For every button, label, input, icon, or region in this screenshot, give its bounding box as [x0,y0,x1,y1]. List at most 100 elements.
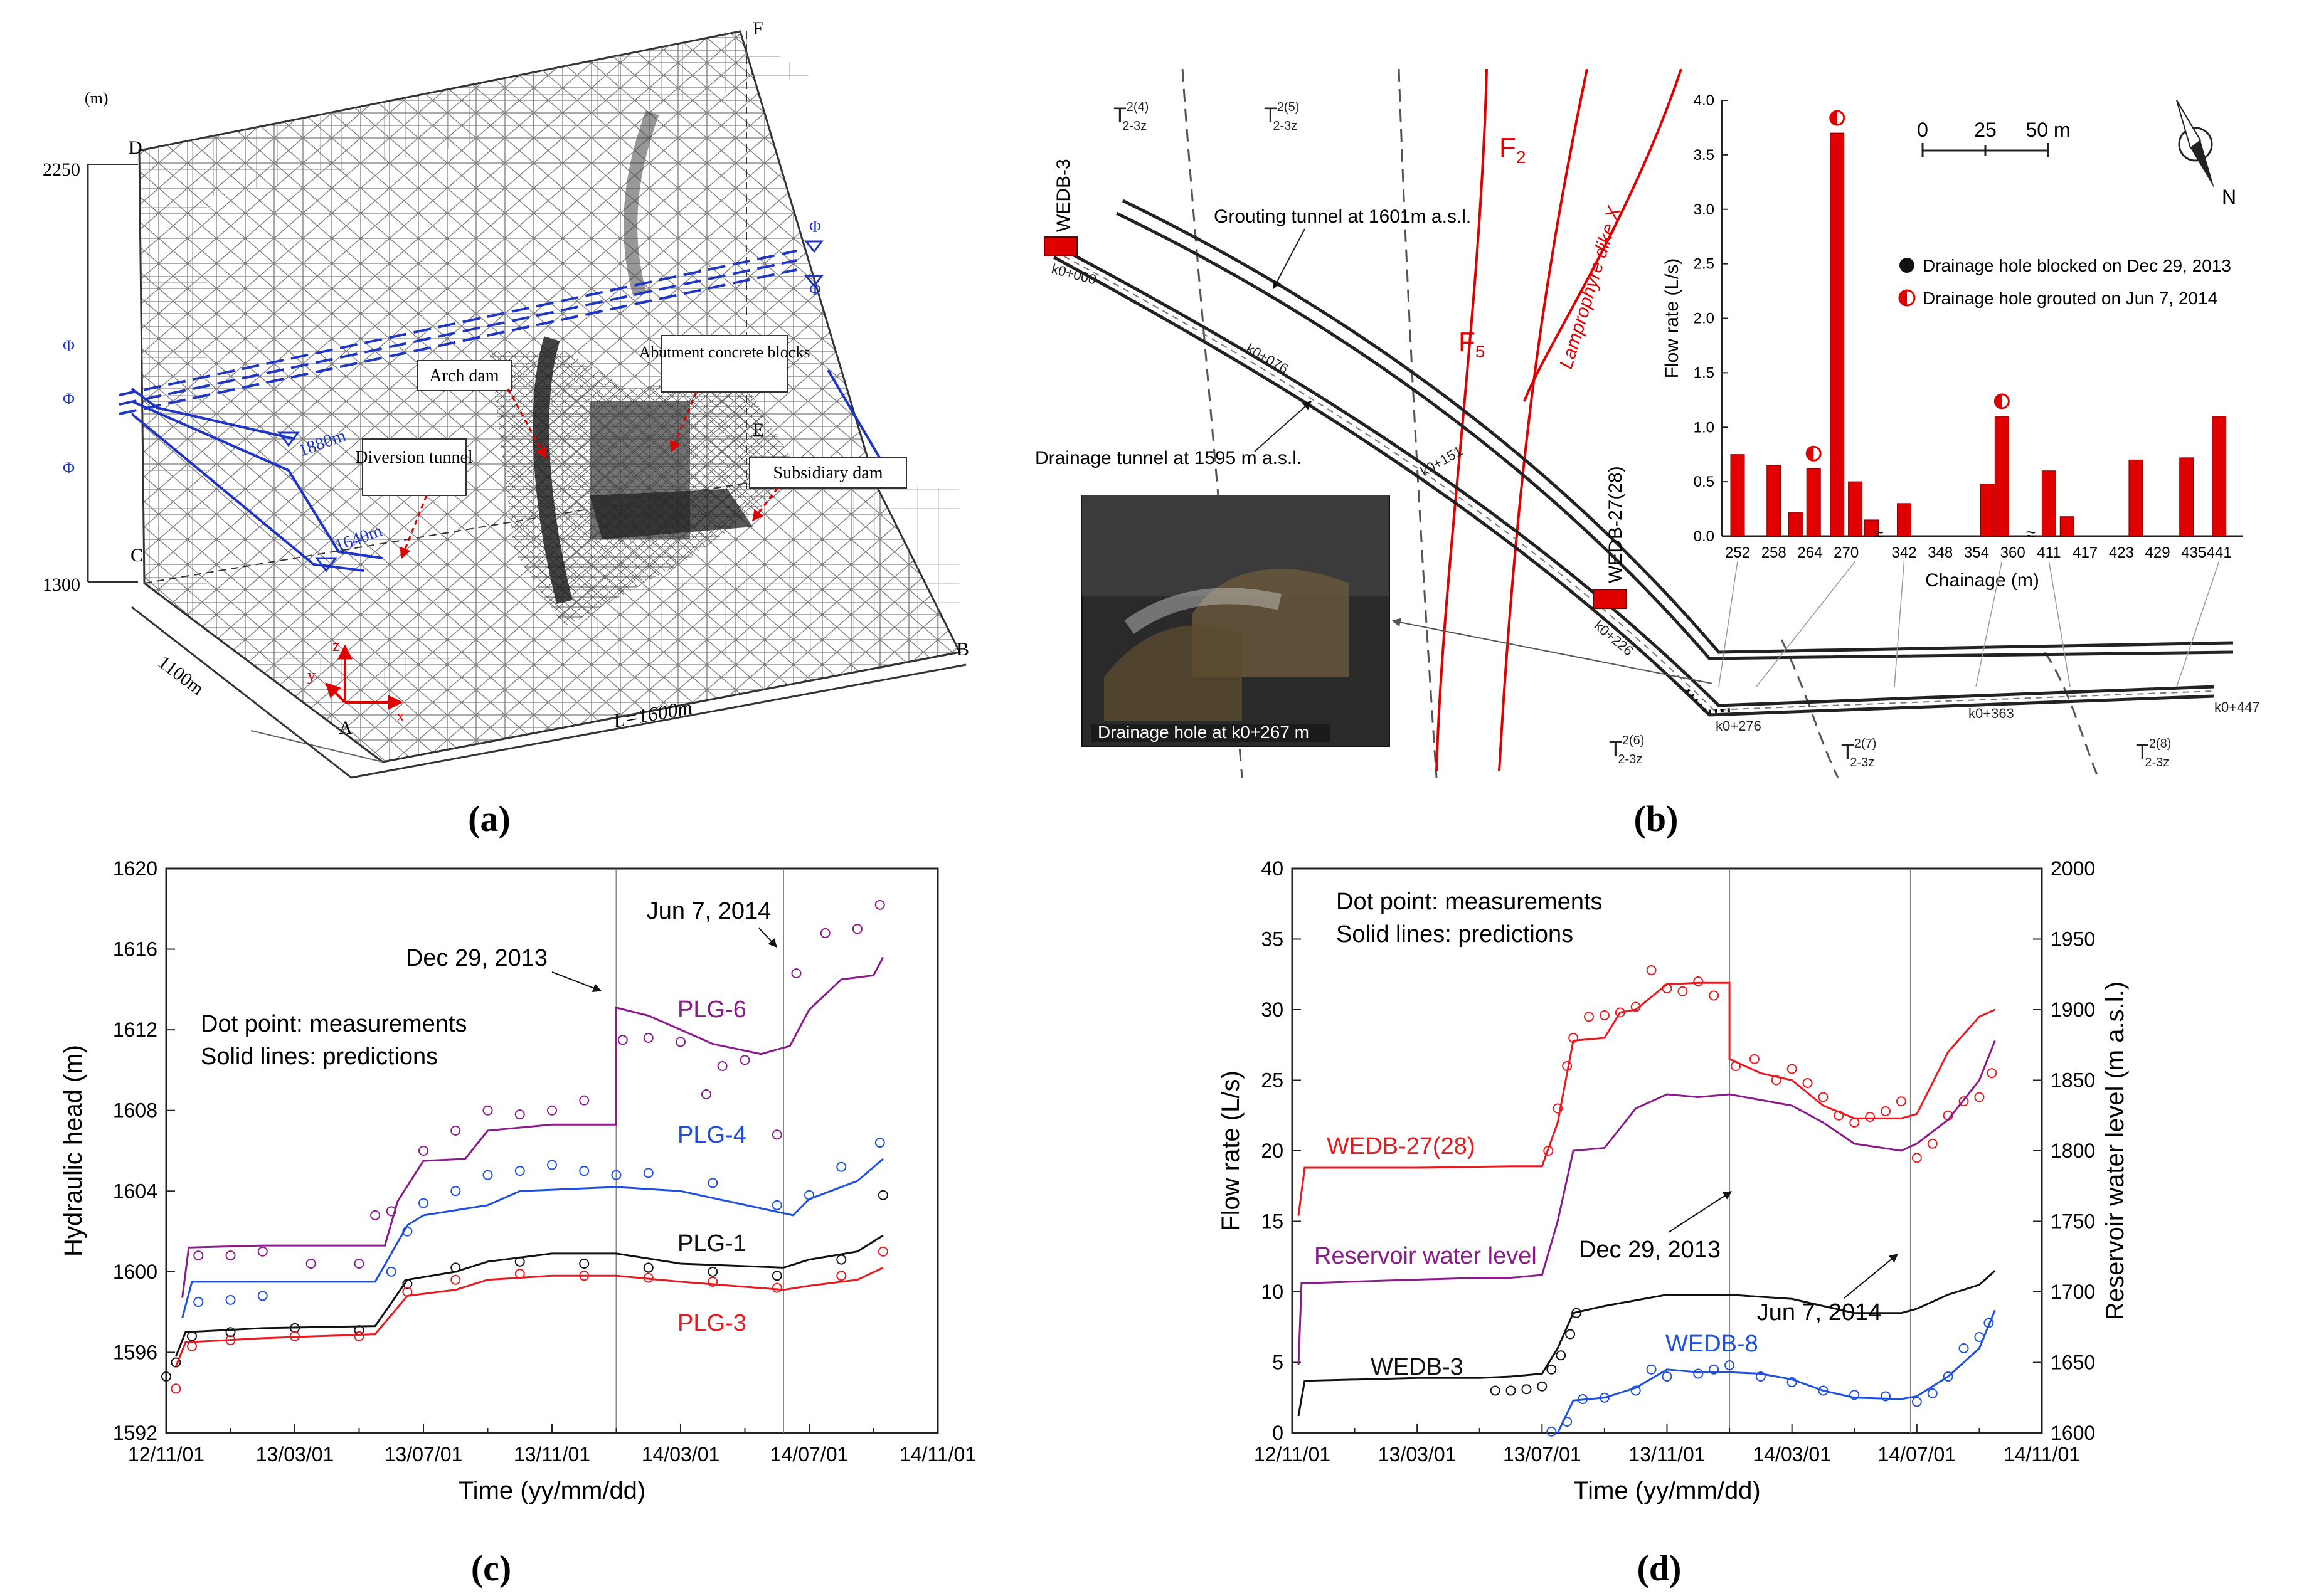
series-point [1749,1054,1760,1064]
series-point [514,1269,525,1279]
label-wedb3: WEDB-3 [1053,159,1074,232]
inset-y-tick-label: 4.0 [1694,92,1714,109]
series-label: PLG-6 [677,996,746,1023]
series-point [225,1327,236,1338]
series-point [878,1246,888,1257]
series-point [708,1276,718,1287]
series-point [290,1331,300,1341]
y-tick-label: 0 [1272,1422,1283,1444]
series-point [1662,1371,1672,1382]
stratum-label: T2(5) 2-3z [1264,100,1299,133]
series-label: PLG-1 [677,1230,746,1257]
x-tick-label: 14/07/01 [770,1443,849,1466]
inset-y-tick-label: 1.0 [1694,419,1714,436]
series-point [1584,1012,1595,1022]
inset-bar [1897,503,1912,537]
series-point [482,1105,493,1116]
series-point [579,1166,590,1176]
legend-blocked-marker [1899,258,1914,273]
series-line [1297,981,1995,1216]
panel-label-c: (c) [471,1548,511,1588]
stratum-base: T [2136,740,2149,764]
series-point [1786,1064,1797,1074]
series-point [1599,1010,1610,1020]
series-point [772,1200,782,1210]
y-tick-label: 40 [1261,857,1283,880]
fault-f5-sub: 5 [1475,342,1485,361]
series-point [354,1259,364,1269]
inset-x-tick-label: 270 [1834,544,1859,561]
series-point [1562,1417,1573,1427]
x-tick-label: 13/03/01 [1378,1443,1457,1466]
callout-diversion-tunnel: Diversion tunnel [355,448,473,467]
series-point [836,1271,847,1281]
series-point [1911,1153,1922,1163]
mesh-elev-bottom: 1300 [43,574,80,595]
y2-tick-label: 1600 [2051,1422,2095,1444]
panel-b-tunnel-plan: WEDB-3 WEDB-27(28) Grouting tunnel at 16… [1035,68,2260,778]
boundary-symbol-right-mid: Φ [809,280,821,299]
x-tick-label: 14/03/01 [1753,1443,1831,1466]
corner-label-c: C [130,545,143,566]
x-tick-label: 12/11/01 [128,1443,204,1466]
series-point [1521,1384,1532,1395]
series-point [1562,1061,1573,1071]
fault-f5-base: F [1458,327,1475,357]
note-measurements: Dot point: measurements [201,1011,467,1037]
event-arrow [1668,1191,1733,1233]
inset-x-tick-label: 252 [1725,544,1750,561]
series-line [181,1158,884,1319]
stratum-label: T2(7) 2-3z [1841,737,1876,769]
inset-axis-break: ≈ [2026,524,2036,544]
series-point [1881,1106,1891,1116]
inset-x-tick-label: 411 [2037,544,2061,561]
series-line [1556,1309,1996,1434]
inset-y-axis-label: Flow rate (L/s) [1662,258,1682,379]
axis-y-label: y [307,666,316,684]
series-point [450,1125,461,1136]
inset-x-tick-label: 429 [2145,544,2170,561]
inset-grout-marker-fill [1807,447,1814,461]
series-point [1755,1371,1766,1382]
series-point [1958,1343,1969,1353]
stratum-sup: 2(6) [1622,734,1645,748]
inset-flow-chart: 0.0 0.5 1.0 1.5 2.0 2.5 3.0 3.5 4.0 Flow rate (L/… [1662,92,2243,687]
series-point [579,1259,590,1269]
panel-label-a: (a) [468,798,511,839]
x-tick-label: 12/11/01 [1254,1443,1330,1466]
scale-bar: 0 25 50 m [1917,119,2071,157]
series-point [1958,1096,1969,1107]
series-point [874,1138,885,1148]
axis-z-label: z [332,637,340,655]
chainage-k0-276: k0+276 [1716,718,1761,734]
legend-grouted-marker-fill [1899,290,1907,305]
inset-y-tick-label: 3.0 [1694,201,1714,218]
series-point [1646,1364,1657,1375]
series-point [187,1341,197,1351]
series-point [1546,1426,1557,1437]
x-tick-label: 14/11/01 [900,1443,976,1466]
y2-tick-label: 1700 [2051,1281,2095,1303]
series-point [1802,1078,1813,1088]
series-point [708,1178,718,1188]
y-tick-label: 1620 [113,857,157,880]
series-point [740,1055,750,1065]
inset-y-tick-label: 2.0 [1694,310,1714,327]
stratum-sub: 2-3z [1850,756,1874,769]
series-label: Reservoir water level [1314,1243,1537,1269]
boundary-symbol-left-mid: Φ [63,390,75,408]
stratum-label: T2(6) 2-3z [1609,734,1644,766]
inset-bar [1864,519,1879,537]
series-point [514,1166,525,1176]
series-point [1881,1391,1891,1402]
fault-f2-sub: 2 [1516,147,1526,167]
callout-subsidiary-dam: Subsidiary dam [773,463,883,483]
series-point [402,1279,413,1289]
series-point [450,1262,461,1273]
series-line [181,956,884,1298]
stratum-base: T [1609,737,1622,761]
series-point [1987,1068,1997,1079]
series-point [1693,976,1704,986]
boundary-symbol-left-bottom: Φ [63,459,75,477]
y2-axis-label: Reservoir water level (m a.s.l.) [2101,981,2129,1320]
